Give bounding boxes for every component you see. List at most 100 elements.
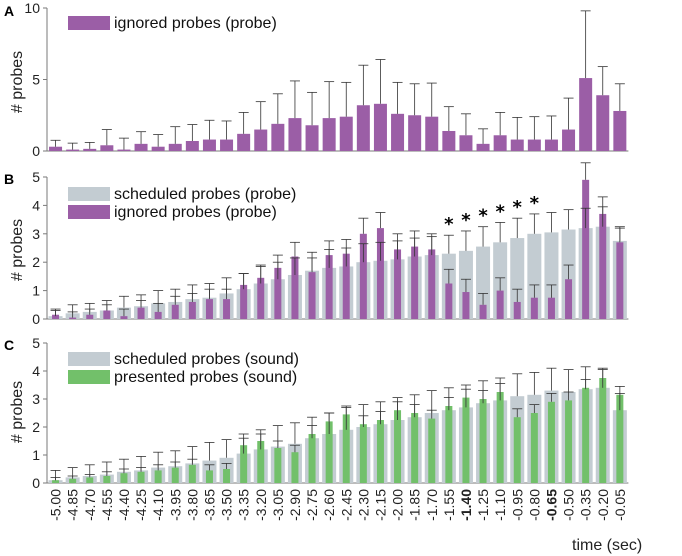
bar-ignored-probes-probe-25 <box>479 304 487 319</box>
bar-presented-probes-sound-28 <box>530 413 538 483</box>
x-tick-label: -3.65 <box>201 489 217 521</box>
x-tick-label: -1.70 <box>424 489 440 521</box>
x-tick-label: -0.65 <box>543 489 559 521</box>
panel-a-legend: ignored probes (probe) <box>68 15 277 32</box>
legend-label-scheduled: scheduled probes (probe) <box>114 186 296 203</box>
bar-presented-probes-sound-9 <box>205 470 213 483</box>
bar-ignored-probes-probe-10 <box>220 139 234 151</box>
bar-ignored-probes-probe-0 <box>49 146 63 151</box>
bar-ignored-probes-probe-2 <box>86 314 94 319</box>
bar-ignored-probes-probe-20 <box>391 113 405 151</box>
x-tick-label: -2.45 <box>338 489 354 521</box>
bar-ignored-probes-probe-29 <box>547 297 555 319</box>
bar-ignored-probes-probe-18 <box>356 105 370 151</box>
x-tick-label: -3.35 <box>236 489 252 521</box>
bar-presented-probes-sound-32 <box>599 378 607 483</box>
bar-ignored-probes-probe-33 <box>613 110 627 151</box>
bar-ignored-probes-probe-8 <box>188 301 196 319</box>
panel-a-letter: A <box>4 3 14 19</box>
x-tick-label: -4.70 <box>82 489 98 521</box>
bar-ignored-probes-probe-30 <box>565 279 573 319</box>
bar-ignored-probes-probe-7 <box>168 143 182 151</box>
bar-ignored-probes-probe-11 <box>240 284 248 319</box>
bar-presented-probes-sound-3 <box>103 476 111 483</box>
bar-ignored-probes-probe-5 <box>137 307 145 319</box>
x-tick-label: -4.40 <box>116 489 132 521</box>
bar-ignored-probes-probe-30 <box>562 129 576 151</box>
bar-ignored-probes-probe-7 <box>171 304 179 319</box>
bar-ignored-probes-probe-18 <box>359 233 367 319</box>
bar-presented-probes-sound-2 <box>86 477 94 483</box>
bar-ignored-probes-probe-27 <box>513 301 521 319</box>
bar-ignored-probes-probe-32 <box>599 213 607 319</box>
bar-ignored-probes-probe-33 <box>616 242 624 319</box>
panel-c-ylabel: # probes <box>9 381 26 443</box>
x-tick-label: -4.55 <box>99 489 115 521</box>
x-tick-label: -2.75 <box>304 489 320 521</box>
bar-ignored-probes-probe-12 <box>257 277 265 319</box>
bar-ignored-probes-probe-1 <box>66 149 80 151</box>
x-tick-label: -3.95 <box>167 489 183 521</box>
bar-ignored-probes-probe-21 <box>408 115 422 151</box>
x-tick-label: -2.30 <box>355 489 371 521</box>
bar-ignored-probes-probe-28 <box>527 139 541 151</box>
bar-presented-probes-sound-11 <box>240 445 248 483</box>
bar-presented-probes-sound-16 <box>325 421 333 483</box>
bar-ignored-probes-probe-3 <box>103 310 111 319</box>
bar-ignored-probes-probe-16 <box>322 118 336 151</box>
bar-ignored-probes-probe-29 <box>544 139 558 151</box>
bar-presented-probes-sound-15 <box>308 434 316 483</box>
bar-ignored-probes-probe-9 <box>205 299 213 319</box>
significance-star: * <box>513 197 523 218</box>
bar-ignored-probes-probe-24 <box>462 292 470 319</box>
bar-ignored-probes-probe-2 <box>83 148 97 151</box>
bar-ignored-probes-probe-6 <box>154 311 162 319</box>
bar-presented-probes-sound-1 <box>69 478 77 483</box>
bar-ignored-probes-probe-31 <box>582 179 590 319</box>
y-tick-label: 4 <box>32 363 40 379</box>
bar-ignored-probes-probe-15 <box>308 272 316 319</box>
bar-presented-probes-sound-17 <box>342 414 350 483</box>
bar-ignored-probes-probe-19 <box>373 103 387 151</box>
bar-ignored-probes-probe-19 <box>376 228 384 319</box>
x-tick-label: -5.00 <box>48 489 64 521</box>
y-tick-label: 2 <box>32 254 40 270</box>
bar-presented-probes-sound-14 <box>291 452 299 483</box>
bar-ignored-probes-probe-31 <box>579 78 593 151</box>
bar-ignored-probes-probe-8 <box>185 140 199 151</box>
y-tick-label: 0 <box>32 143 40 159</box>
x-tick-label: -3.80 <box>184 489 200 521</box>
panel-b-legend: scheduled probes (probe) ignored probes … <box>68 186 296 221</box>
x-tick-label: -0.05 <box>612 489 628 521</box>
bar-presented-probes-sound-21 <box>411 413 419 483</box>
bar-ignored-probes-probe-24 <box>459 135 473 151</box>
legend-swatch-ignored <box>68 16 110 30</box>
bar-presented-probes-sound-6 <box>154 470 162 483</box>
x-tick-label: -0.80 <box>526 489 542 521</box>
panel-b-ylabel: # probes <box>9 219 26 281</box>
bar-ignored-probes-probe-27 <box>510 139 524 151</box>
bar-ignored-probes-probe-13 <box>271 123 285 151</box>
bar-presented-probes-sound-8 <box>188 464 196 483</box>
bar-ignored-probes-probe-4 <box>117 149 131 151</box>
significance-star: * <box>478 206 488 227</box>
x-tick-label: -1.85 <box>407 489 423 521</box>
bar-ignored-probes-probe-12 <box>254 129 268 151</box>
bar-presented-probes-sound-5 <box>137 471 145 483</box>
y-tick-label: 1 <box>32 283 40 299</box>
y-tick-label: 3 <box>32 391 40 407</box>
bar-scheduled-probes-probe-29 <box>544 232 559 319</box>
x-tick-label: -0.50 <box>561 489 577 521</box>
x-tick-label: -4.85 <box>65 489 81 521</box>
significance-star: * <box>461 210 471 231</box>
significance-star: * <box>444 214 454 235</box>
bar-ignored-probes-probe-23 <box>442 130 456 151</box>
bar-presented-probes-sound-24 <box>462 397 470 483</box>
legend-label-ignored: ignored probes (probe) <box>114 15 277 32</box>
x-tick-label: -2.00 <box>390 489 406 521</box>
bar-ignored-probes-probe-17 <box>342 253 350 319</box>
legend-label-scheduled: scheduled probes (sound) <box>114 351 299 368</box>
bar-ignored-probes-probe-6 <box>151 146 165 151</box>
